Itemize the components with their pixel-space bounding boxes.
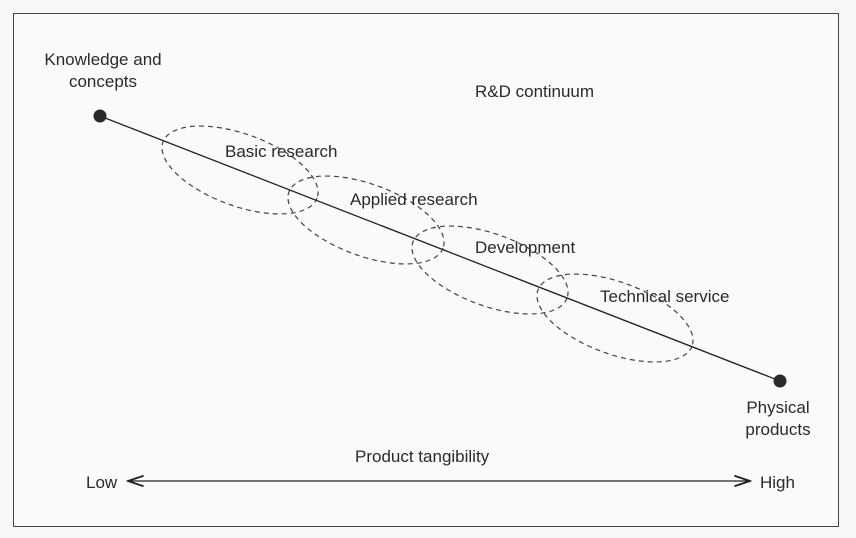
stage-ellipse-technical-service [536, 273, 694, 363]
start-dot [93, 109, 107, 123]
diagram-title: R&D continuum [475, 82, 595, 101]
end-label: Physical products [728, 397, 828, 441]
start-label-line1: Knowledge and [44, 50, 162, 69]
stage-label-technical-service: Technical service [600, 287, 730, 306]
end-dot [773, 374, 787, 388]
stage-ellipse-basic-research [161, 125, 319, 215]
diagram-frame [13, 13, 839, 527]
stage-label-development: Development [475, 238, 576, 257]
stage-ellipse-development [411, 225, 569, 315]
start-label-line2: concepts [68, 72, 138, 91]
continuum-line [99, 115, 781, 382]
end-label-line1: Physical [746, 398, 810, 417]
stage-label-basic-research: Basic research [225, 142, 338, 161]
axis-label: Product tangibility [355, 447, 490, 466]
start-label: Knowledge and concepts [30, 49, 176, 93]
axis-low-label: Low [86, 473, 118, 492]
end-label-line2: products [745, 420, 811, 439]
stage-label-applied-research: Applied research [350, 190, 478, 209]
axis-high-label: High [760, 473, 795, 492]
stage-ellipse-applied-research [287, 175, 445, 265]
